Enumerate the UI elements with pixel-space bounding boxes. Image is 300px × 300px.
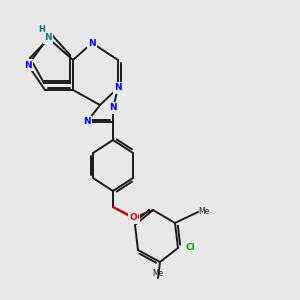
Text: N: N: [83, 118, 91, 127]
Text: H: H: [39, 25, 45, 34]
Text: N: N: [88, 38, 96, 47]
Text: Me: Me: [198, 208, 209, 217]
Text: N: N: [114, 83, 122, 92]
Text: Cl: Cl: [186, 244, 196, 253]
Text: N: N: [44, 34, 52, 43]
Text: O: O: [129, 214, 137, 223]
Text: Me: Me: [152, 269, 164, 278]
Text: O: O: [131, 214, 139, 223]
Text: N: N: [109, 103, 117, 112]
Text: N: N: [24, 61, 32, 70]
